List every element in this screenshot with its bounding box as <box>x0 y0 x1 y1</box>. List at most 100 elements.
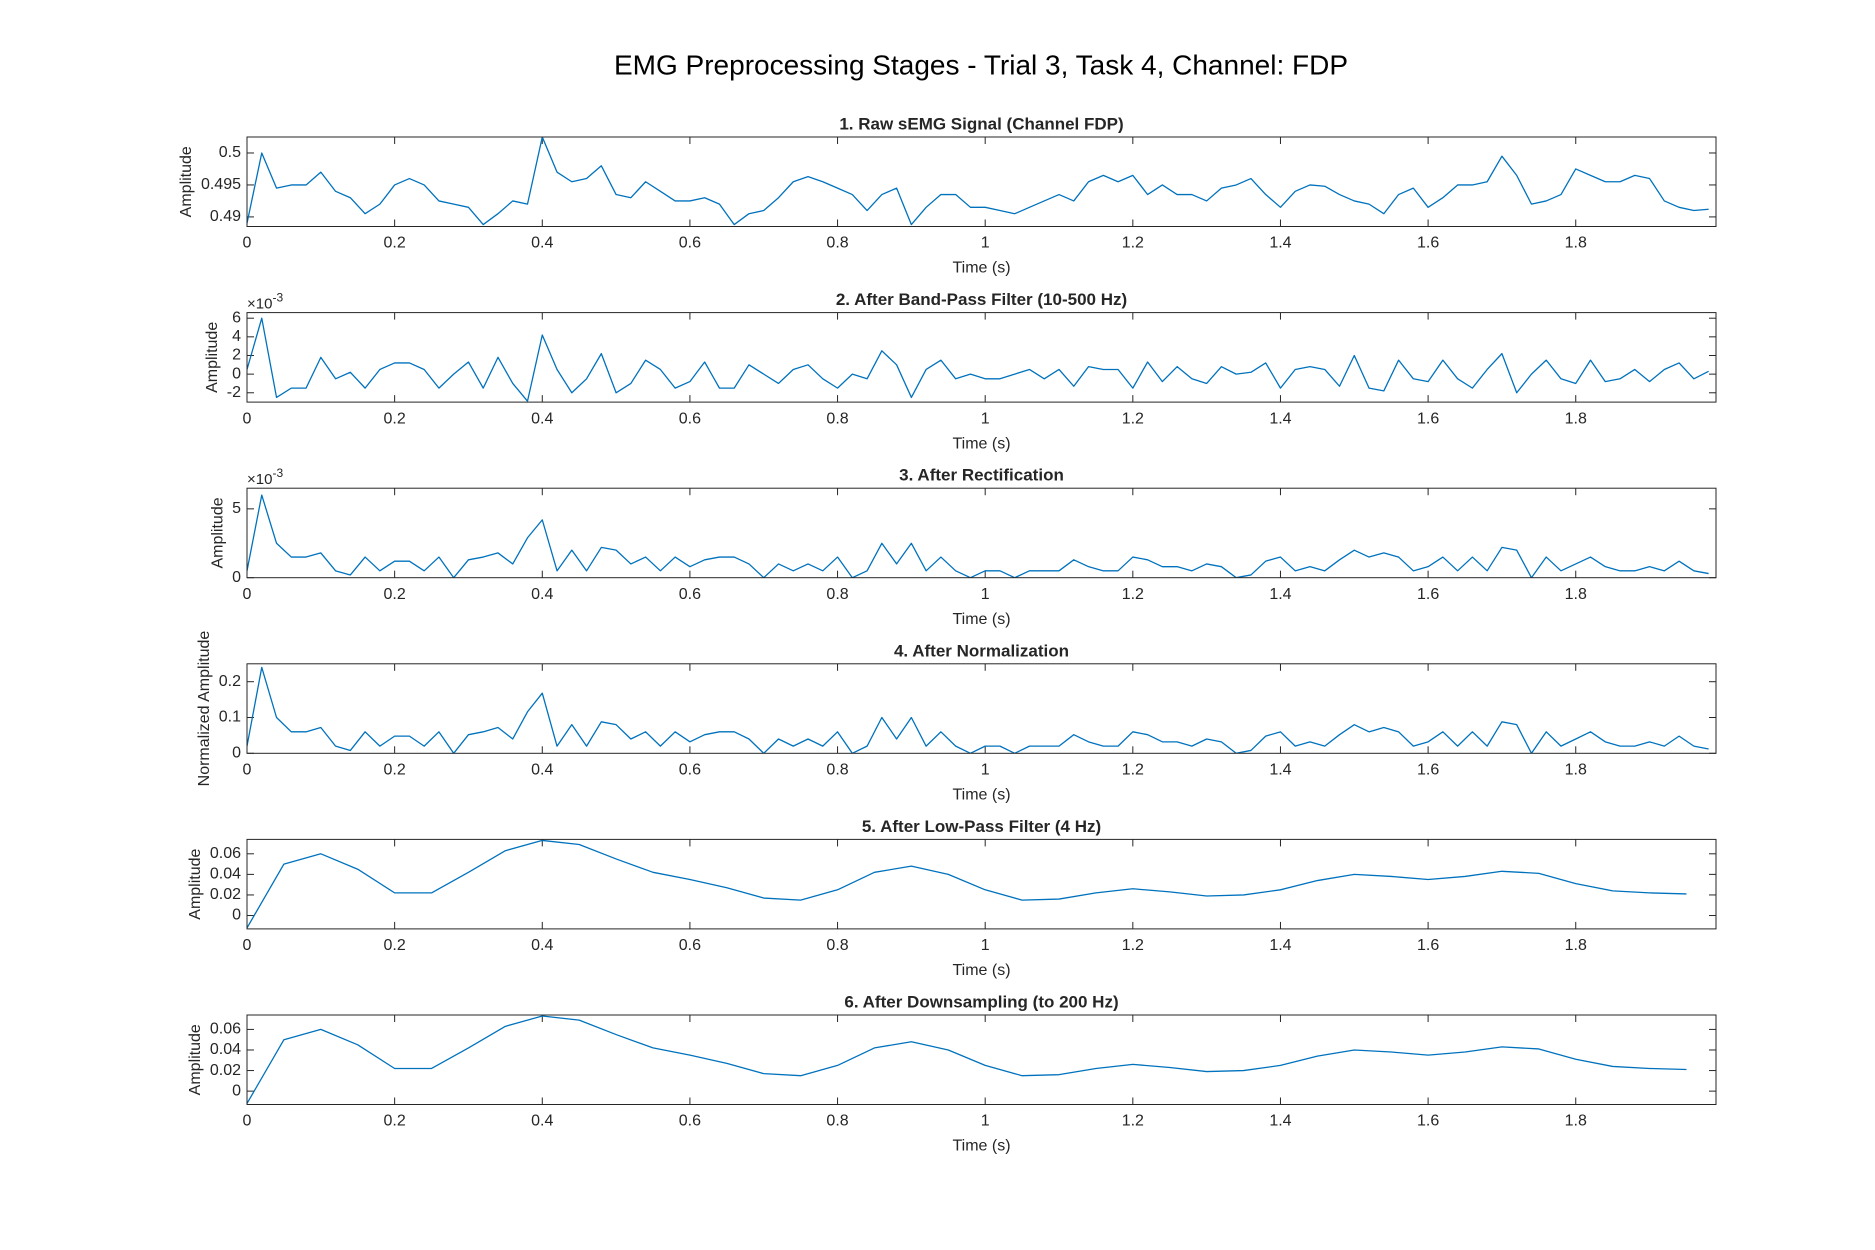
axes-box <box>246 136 1717 227</box>
x-tick-label: 1.8 <box>1565 235 1587 252</box>
y-tick-label: 0.2 <box>219 673 241 690</box>
x-tick-label: 0.4 <box>531 762 553 779</box>
plot-area <box>247 312 1716 403</box>
axes-box <box>246 663 1717 754</box>
axes-box <box>246 487 1717 579</box>
x-tick-label: 0.2 <box>384 586 406 603</box>
x-tick-label: 0.6 <box>679 1113 701 1130</box>
subplot-title: 2. After Band-Pass Filter (10-500 Hz) <box>836 290 1127 309</box>
subplot-title: 4. After Normalization <box>894 641 1069 660</box>
x-tick-label: 0 <box>243 1113 252 1130</box>
x-tick-label: 1.6 <box>1417 586 1439 603</box>
series-group <box>247 137 1709 226</box>
x-tick-label: 1.2 <box>1122 1113 1144 1130</box>
x-tick-label: 0.8 <box>826 1113 848 1130</box>
x-tick-label: 1.6 <box>1417 235 1439 252</box>
y-tick-label: 2 <box>232 347 241 364</box>
x-tick-label: 0.2 <box>384 235 406 252</box>
x-tick-label: 0.6 <box>679 410 701 427</box>
x-axis-label: Time (s) <box>952 787 1010 804</box>
signal-line <box>247 317 1709 402</box>
signal-line <box>247 137 1709 226</box>
subplot: 2. After Band-Pass Filter (10-500 Hz) 0 0.… <box>204 290 1717 452</box>
x-tick-label: 1.4 <box>1269 410 1291 427</box>
subplot: 1. Raw sEMG Signal (Channel FDP) 0 0.2 0.4 0… <box>178 114 1717 277</box>
signal-line <box>247 494 1709 578</box>
x-tick-label: 0 <box>243 586 252 603</box>
x-tick-label: 0.6 <box>679 762 701 779</box>
x-tick-label: 0.6 <box>679 586 701 603</box>
series-group <box>247 317 1709 402</box>
x-tick-label: 1.4 <box>1269 937 1291 954</box>
x-tick-label: 1 <box>981 586 990 603</box>
x-axis-label: Time (s) <box>952 435 1010 452</box>
y-axis-label: Amplitude <box>187 848 204 919</box>
y-tick-label: 0 <box>232 907 241 924</box>
y-axis-label: Amplitude <box>187 1024 204 1095</box>
subplot: 6. After Downsampling (to 200 Hz) 0 0.2 0.4… <box>187 992 1717 1155</box>
x-tick-label: 0.8 <box>826 410 848 427</box>
axes-box <box>246 838 1717 930</box>
x-tick-label: 0 <box>243 937 252 954</box>
y-tick-label: 0.02 <box>210 886 241 903</box>
y-tick-label: 0.06 <box>210 845 241 862</box>
x-tick-label: 0.4 <box>531 586 553 603</box>
x-tick-label: 0.4 <box>531 410 553 427</box>
series-group <box>247 666 1709 754</box>
subplot-title: 6. After Downsampling (to 200 Hz) <box>844 992 1118 1011</box>
x-tick-label: 1.2 <box>1122 235 1144 252</box>
signal-line <box>247 666 1709 754</box>
x-tick-label: 1.6 <box>1417 762 1439 779</box>
x-tick-label: 0.4 <box>531 937 553 954</box>
y-tick-label: 0 <box>232 1082 241 1099</box>
plot-area <box>247 839 1716 929</box>
x-tick-label: 1.2 <box>1122 937 1144 954</box>
y-axis-label: Amplitude <box>204 322 221 393</box>
exponent-power: -3 <box>272 291 283 305</box>
subplot: 5. After Low-Pass Filter (4 Hz) 0 0.2 0.4 0.… <box>187 817 1717 979</box>
x-axis-label: Time (s) <box>952 611 1010 628</box>
x-axis-label: Time (s) <box>952 1138 1010 1155</box>
y-tick-label: 0.02 <box>210 1062 241 1079</box>
x-tick-label: 0.2 <box>384 937 406 954</box>
y-tick-label: 0.04 <box>210 1041 241 1058</box>
x-tick-label: 1.4 <box>1269 235 1291 252</box>
x-tick-label: 0.6 <box>679 235 701 252</box>
plot-area <box>247 1015 1716 1105</box>
subplot-title: 5. After Low-Pass Filter (4 Hz) <box>862 817 1101 836</box>
y-tick-label: 0.49 <box>210 208 241 225</box>
x-tick-label: 1.8 <box>1565 937 1587 954</box>
x-tick-label: 0.2 <box>384 410 406 427</box>
subplot: 3. After Rectification 0 0.2 0.4 0.6 0.8 1 1.2 1… <box>209 466 1717 628</box>
y-tick-label: 0 <box>232 569 241 586</box>
x-tick-label: 1.4 <box>1269 1113 1291 1130</box>
x-tick-label: 1 <box>981 937 990 954</box>
x-axis-label: Time (s) <box>952 962 1010 979</box>
x-tick-label: 1.8 <box>1565 410 1587 427</box>
x-tick-label: 0.8 <box>826 586 848 603</box>
y-axis-label: Amplitude <box>178 146 195 217</box>
x-tick-label: 0.8 <box>826 937 848 954</box>
x-tick-label: 1 <box>981 410 990 427</box>
x-tick-label: 0.2 <box>384 762 406 779</box>
subplot: 4. After Normalization 0 0.2 0.4 0.6 0.8 1 1.2 1… <box>196 631 1717 804</box>
signal-line <box>247 839 1687 929</box>
y-tick-label: 5 <box>232 500 241 517</box>
plot-area <box>247 137 1716 227</box>
y-tick-label: 0.06 <box>210 1021 241 1038</box>
y-tick-label: 6 <box>232 309 241 326</box>
y-axis-label: Amplitude <box>209 497 226 568</box>
y-tick-label: -2 <box>227 384 241 401</box>
y-tick-label: 4 <box>232 328 241 345</box>
subplot-title: 1. Raw sEMG Signal (Channel FDP) <box>839 114 1123 133</box>
signal-line <box>247 1015 1687 1104</box>
y-tick-label: 0.1 <box>219 709 241 726</box>
series-group <box>247 1015 1687 1104</box>
plot-area <box>247 488 1716 578</box>
y-tick-label: 0 <box>232 745 241 762</box>
x-tick-label: 1.2 <box>1122 762 1144 779</box>
x-tick-label: 0 <box>243 410 252 427</box>
series-group <box>247 839 1687 929</box>
x-tick-label: 0.8 <box>826 235 848 252</box>
